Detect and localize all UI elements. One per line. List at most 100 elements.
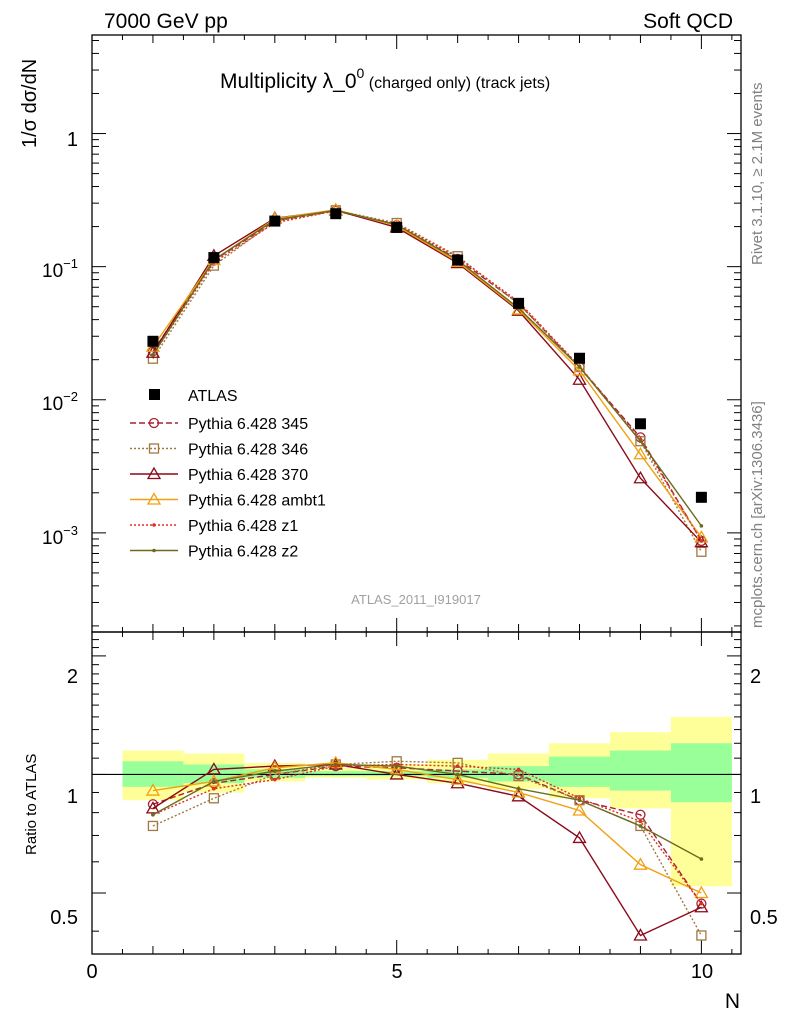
main-plot-frame xyxy=(91,34,742,633)
series-5-point-ratio-8 xyxy=(577,798,582,803)
legend-entry-3: Pythia 6.428 ambt1 xyxy=(188,493,326,510)
series-4-point-ratio-7 xyxy=(516,767,521,772)
series-5-point-ratio-5 xyxy=(394,764,399,768)
series-5-point-main-8 xyxy=(577,365,582,369)
series-3-point-main-9 xyxy=(633,446,648,460)
x-tick-5: 5 xyxy=(391,961,402,983)
series-5-point-ratio-3 xyxy=(273,769,277,773)
series-5-point-main-9 xyxy=(638,439,643,443)
legend-entry-2: Pythia 6.428 370 xyxy=(188,467,308,484)
ratio-tick-05-right: 0.5 xyxy=(750,907,778,929)
series-2-point-ratio-10 xyxy=(694,899,709,913)
series-3-point-ratio-8 xyxy=(572,803,587,816)
legend-marker-2 xyxy=(146,466,162,480)
series-5-point-ratio-9 xyxy=(638,824,643,828)
atlas-point-1 xyxy=(147,335,159,347)
series-5-point-main-10 xyxy=(699,524,704,528)
ratio-plot-frame xyxy=(91,631,742,955)
series-2-point-ratio-6 xyxy=(450,775,465,789)
x-axis-label: N xyxy=(725,990,740,1013)
series-4-point-ratio-3 xyxy=(273,777,277,782)
series-1-point-main-10 xyxy=(696,546,707,557)
uncertainty-bands xyxy=(122,716,732,887)
legend-entry-1: Pythia 6.428 346 xyxy=(188,442,308,459)
y-tick-1e-1: 10−1 xyxy=(42,256,78,282)
series-4-point-ratio-10 xyxy=(699,901,704,906)
atlas-point-9 xyxy=(634,418,646,430)
series-4-line-main xyxy=(152,210,702,542)
legend-marker-1 xyxy=(148,443,160,454)
mcplots-label: mcplots.cern.ch [arXiv:1306.3436] xyxy=(749,401,766,628)
series-2-point-ratio-7 xyxy=(511,789,526,802)
atlas-point-4 xyxy=(330,208,342,220)
y-tick-1e-2: 10−2 xyxy=(42,389,78,415)
series-5-line-main xyxy=(152,209,702,527)
series-2-point-ratio-9 xyxy=(633,928,648,941)
series-1-point-main-9 xyxy=(635,436,646,447)
series-3-line-main xyxy=(152,209,702,538)
series-5-point-ratio-4 xyxy=(333,762,338,767)
series-5-point-main-1 xyxy=(151,353,155,357)
x-tick-0: 0 xyxy=(86,961,97,983)
series-3-point-ratio-10 xyxy=(694,885,709,899)
analysis-label: ATLAS_2011_I919017 xyxy=(351,592,481,607)
legend-series: Pythia 6.428 345 Pythia 6.428 346 Pythia 6… xyxy=(130,416,326,561)
plot-title: Multiplicity λ_00 (charged only) (track … xyxy=(220,65,550,93)
series-5-point-ratio-1 xyxy=(151,812,155,817)
band-inner-bin-3 xyxy=(244,769,306,778)
y-tick-1: 1 xyxy=(67,129,78,151)
series-2-point-ratio-2 xyxy=(206,762,221,775)
series-5-point-ratio-7 xyxy=(516,786,521,791)
series-1-point-ratio-2 xyxy=(208,793,220,804)
atlas-point-5 xyxy=(391,221,403,233)
ratio-tick-2-left: 2 xyxy=(67,666,78,688)
series-4-point-main-10 xyxy=(699,539,704,543)
series-0-point-ratio-10 xyxy=(696,898,707,909)
series-4-line-ratio xyxy=(152,763,702,904)
ratio-tick-1-left: 1 xyxy=(67,786,78,808)
series-5-line-ratio xyxy=(152,763,702,860)
legend-entry-0: Pythia 6.428 345 xyxy=(188,416,308,433)
series-0-line-ratio xyxy=(152,765,702,904)
y-axis-label-ratio: Ratio to ATLAS xyxy=(23,754,40,855)
atlas-point-7 xyxy=(513,297,525,309)
series-2-line-main xyxy=(152,209,702,543)
series-3-point-ratio-6 xyxy=(450,772,465,785)
atlas-point-2 xyxy=(208,252,220,264)
series-2-point-ratio-1 xyxy=(145,801,161,814)
y-axis-label-main: 1/σ dσ/dN xyxy=(19,59,41,148)
series-3-point-ratio-1 xyxy=(145,783,161,796)
y-tick-1e-3: 10−3 xyxy=(42,523,78,549)
legend-marker-3 xyxy=(146,492,162,505)
series-2-point-main-1 xyxy=(145,345,161,358)
axis-ticks xyxy=(91,35,741,954)
series-4-point-ratio-9 xyxy=(638,819,643,824)
atlas-point-6 xyxy=(452,254,464,266)
plot-title-small: (charged only) (track jets) xyxy=(364,75,550,92)
series-1-point-ratio-7 xyxy=(513,771,524,782)
ratio-tick-2-right: 2 xyxy=(750,666,761,688)
band-inner-bin-9 xyxy=(609,750,671,791)
series-4-point-ratio-2 xyxy=(212,786,216,791)
plot-title-sup: 0 xyxy=(357,65,365,81)
header-energy: 7000 GeV pp xyxy=(104,10,228,33)
series-3-point-ratio-7 xyxy=(511,785,526,798)
legend-marker-0 xyxy=(148,417,160,429)
data-points xyxy=(147,208,707,503)
series-4-point-ratio-6 xyxy=(455,764,460,768)
series-5-point-ratio-10 xyxy=(699,857,704,861)
series-3-point-ratio-9 xyxy=(633,857,648,870)
series-1-point-ratio-10 xyxy=(696,930,707,941)
atlas-point-3 xyxy=(269,215,281,227)
rivet-label: Rivet 3.1.10, ≥ 2.1M events xyxy=(749,83,766,266)
header-category: Soft QCD xyxy=(643,10,733,33)
ratio-tick-1-right: 1 xyxy=(750,786,761,808)
series-5-point-ratio-6 xyxy=(455,772,460,777)
series-0-point-ratio-9 xyxy=(635,809,646,820)
series-5-point-ratio-2 xyxy=(212,779,216,784)
legend-marker-atlas xyxy=(149,389,160,400)
band-inner-bin-4 xyxy=(305,771,367,777)
legend-marker-4 xyxy=(152,523,156,527)
